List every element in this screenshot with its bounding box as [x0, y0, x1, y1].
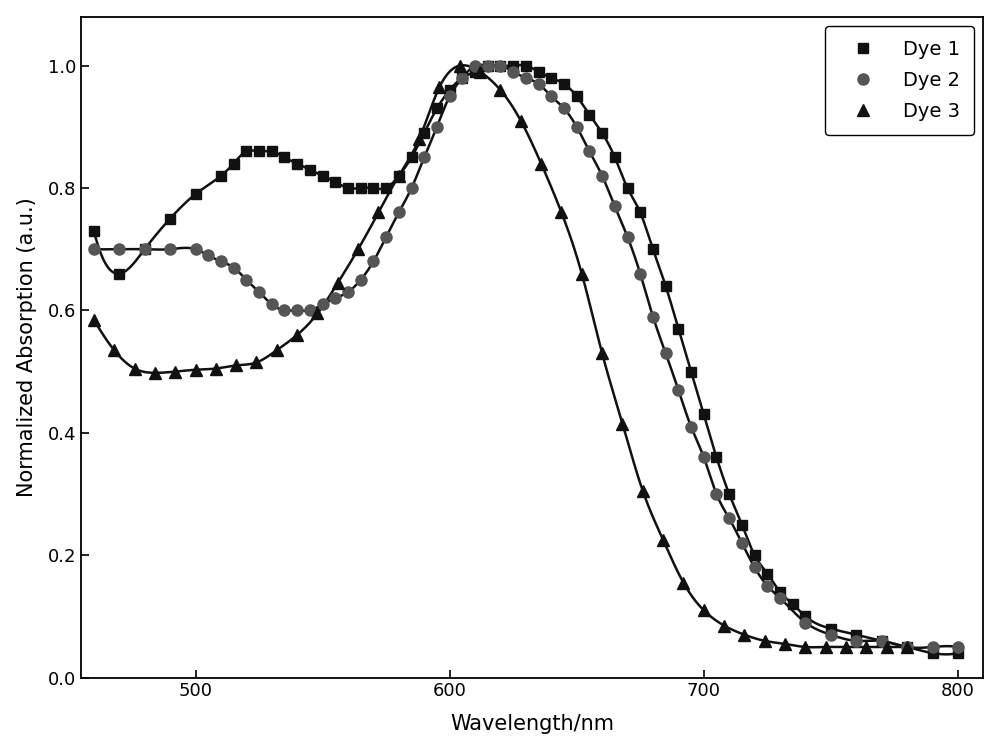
Dye 3 — [881, 642, 893, 651]
Dye 1 — [317, 171, 329, 180]
Dye 3 — [860, 642, 872, 651]
Dye 3 — [271, 345, 283, 354]
Dye 2 — [304, 306, 316, 315]
Legend: Dye 1, Dye 2, Dye 3: Dye 1, Dye 2, Dye 3 — [825, 26, 974, 135]
Dye 2 — [901, 642, 913, 651]
Dye 1 — [927, 649, 939, 658]
Line: Dye 1: Dye 1 — [89, 61, 963, 658]
Dye 1 — [952, 649, 964, 658]
Dye 3 — [698, 606, 710, 615]
Dye 3 — [433, 83, 445, 92]
Dye 3 — [840, 642, 852, 651]
Line: Dye 2: Dye 2 — [88, 60, 963, 653]
Dye 3 — [779, 639, 791, 648]
Dye 3 — [576, 269, 588, 278]
Dye 3 — [169, 367, 181, 376]
Dye 1 — [774, 587, 786, 596]
Dye 3 — [149, 368, 161, 377]
Dye 3 — [250, 358, 262, 367]
Dye 3 — [210, 364, 222, 373]
Dye 1 — [88, 226, 100, 235]
Dye 3 — [474, 68, 486, 77]
Dye 3 — [616, 419, 628, 428]
Dye 2 — [761, 581, 773, 590]
Dye 3 — [759, 636, 771, 645]
Dye 3 — [515, 116, 527, 125]
Dye 3 — [820, 642, 832, 651]
Dye 3 — [108, 345, 120, 354]
Dye 3 — [494, 86, 506, 95]
Dye 2 — [317, 300, 329, 309]
Dye 3 — [332, 279, 344, 288]
Dye 1 — [329, 177, 341, 186]
Dye 1 — [647, 245, 659, 254]
Dye 3 — [901, 642, 913, 651]
Dye 3 — [718, 621, 730, 630]
Line: Dye 3: Dye 3 — [88, 60, 913, 653]
Dye 3 — [129, 364, 141, 373]
Dye 3 — [657, 535, 669, 544]
Dye 3 — [637, 487, 649, 496]
Dye 1 — [698, 410, 710, 419]
Dye 1 — [876, 636, 888, 645]
Y-axis label: Normalized Absorption (a.u.): Normalized Absorption (a.u.) — [17, 198, 37, 497]
Dye 3 — [190, 365, 202, 374]
Dye 3 — [738, 630, 750, 639]
Dye 3 — [535, 159, 547, 168]
Dye 3 — [311, 309, 323, 318]
X-axis label: Wavelength/nm: Wavelength/nm — [450, 714, 614, 734]
Dye 3 — [677, 578, 689, 587]
Dye 3 — [555, 208, 567, 217]
Dye 3 — [291, 330, 303, 339]
Dye 3 — [596, 348, 608, 357]
Dye 3 — [352, 245, 364, 254]
Dye 1 — [482, 61, 494, 70]
Dye 2 — [634, 269, 646, 278]
Dye 2 — [876, 636, 888, 645]
Dye 2 — [685, 422, 697, 431]
Dye 3 — [393, 171, 405, 180]
Dye 2 — [952, 642, 964, 651]
Dye 3 — [799, 642, 811, 651]
Dye 3 — [230, 361, 242, 370]
Dye 3 — [372, 208, 384, 217]
Dye 3 — [413, 134, 425, 143]
Dye 2 — [88, 245, 100, 254]
Dye 3 — [454, 61, 466, 70]
Dye 2 — [469, 61, 481, 70]
Dye 3 — [88, 315, 100, 324]
